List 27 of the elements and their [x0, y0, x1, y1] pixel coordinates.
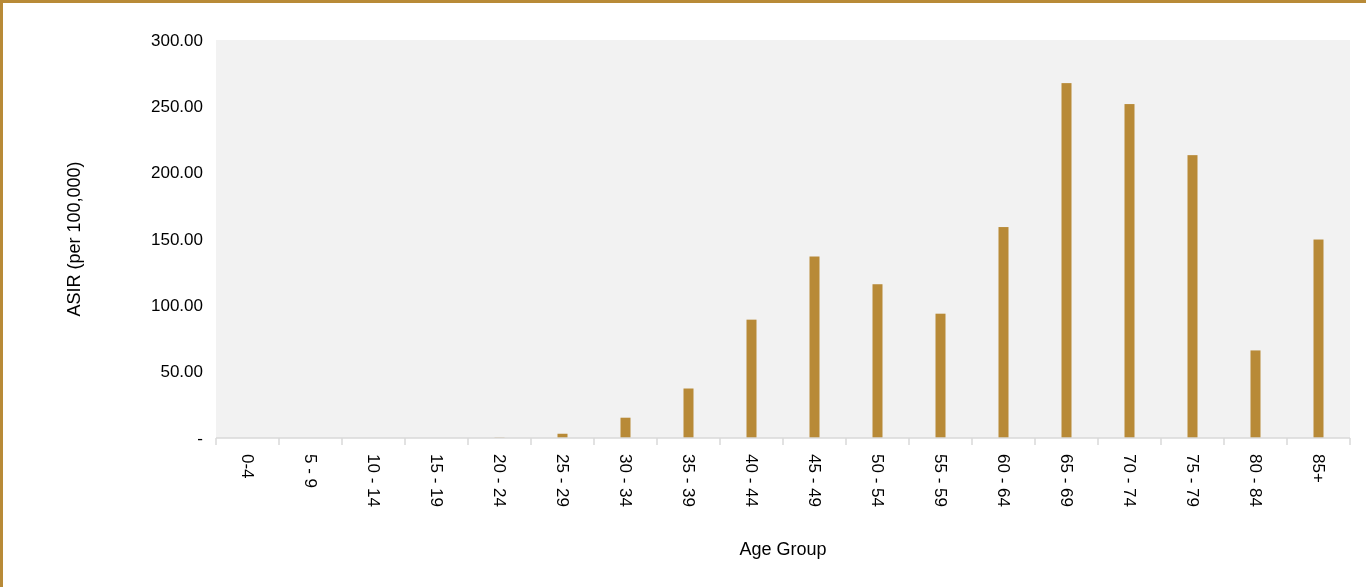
x-tick-label: 30 - 34: [616, 454, 635, 507]
x-tick-label: 10 - 14: [364, 454, 383, 507]
x-tick-label: 75 - 79: [1183, 454, 1202, 507]
x-tick-label: 50 - 54: [868, 454, 887, 507]
x-tick-label: 15 - 19: [427, 454, 446, 507]
y-tick-label: 50.00: [160, 362, 203, 382]
x-tick-label: 35 - 39: [679, 454, 698, 507]
y-tick-label: 200.00: [151, 163, 203, 183]
y-tick-label: -: [197, 428, 203, 448]
x-tick-label: 0-4: [238, 454, 257, 479]
x-tick-label: 25 - 29: [553, 454, 572, 507]
x-tick-label: 60 - 64: [994, 454, 1013, 507]
x-tick-label: 65 - 69: [1057, 454, 1076, 507]
y-tick-label: 250.00: [151, 96, 203, 116]
x-tick-label: 55 - 59: [931, 454, 950, 507]
x-tick-label: 80 - 84: [1246, 454, 1265, 507]
x-axis-title: Age Group: [739, 539, 827, 559]
y-tick-label: 150.00: [151, 229, 203, 249]
x-tick-label: 20 - 24: [490, 454, 509, 507]
x-tick-label: 45 - 49: [805, 454, 824, 507]
y-axis-title: ASIR (per 100,000): [64, 161, 84, 317]
x-tick-label: 40 - 44: [742, 454, 761, 507]
x-tick-label: 70 - 74: [1120, 454, 1139, 507]
x-tick-label: 5 - 9: [301, 454, 320, 489]
y-tick-label: 300.00: [151, 30, 203, 50]
x-tick-label: 85+: [1309, 454, 1328, 483]
y-tick-label: 100.00: [151, 295, 203, 315]
